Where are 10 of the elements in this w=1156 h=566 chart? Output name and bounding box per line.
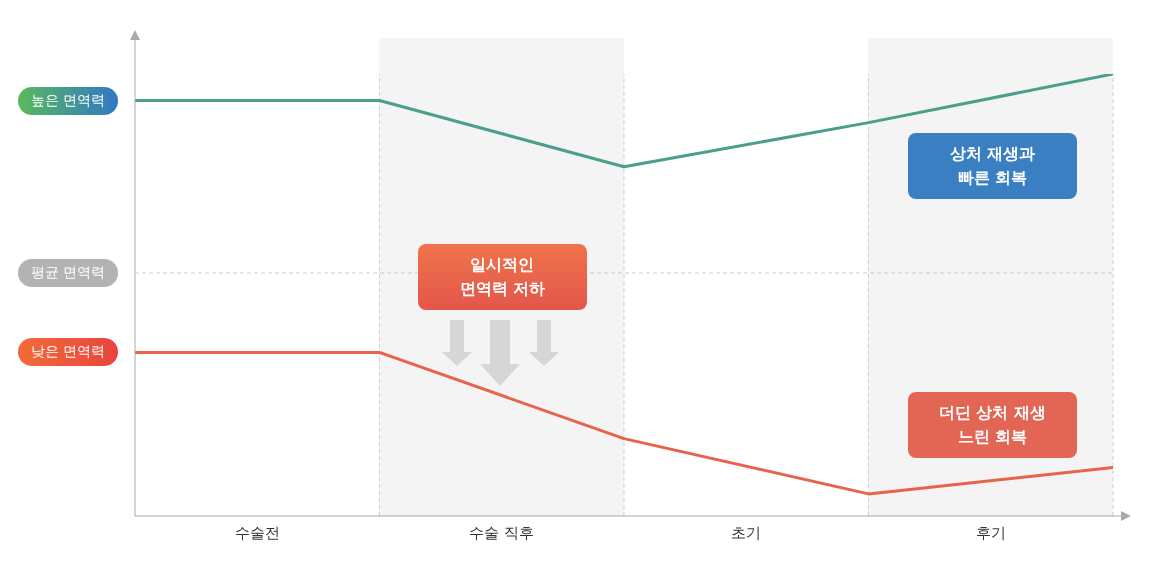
label-box: 일시적인 면역력 저하 (418, 244, 587, 310)
label-box: 더딘 상처 재생 느린 회복 (908, 392, 1077, 458)
text: 낮은 면역력 (18, 338, 118, 367)
text: 후기 (974, 524, 1007, 543)
text: 초기 (730, 524, 763, 543)
text: 높은 면역력 (18, 86, 118, 115)
text: 수술전 (233, 524, 281, 543)
text: 수술 직후 (468, 524, 536, 543)
label-box: 상처 재생과 빠른 회복 (908, 133, 1077, 199)
ref-line-label: 평균 면역력 (18, 258, 118, 287)
